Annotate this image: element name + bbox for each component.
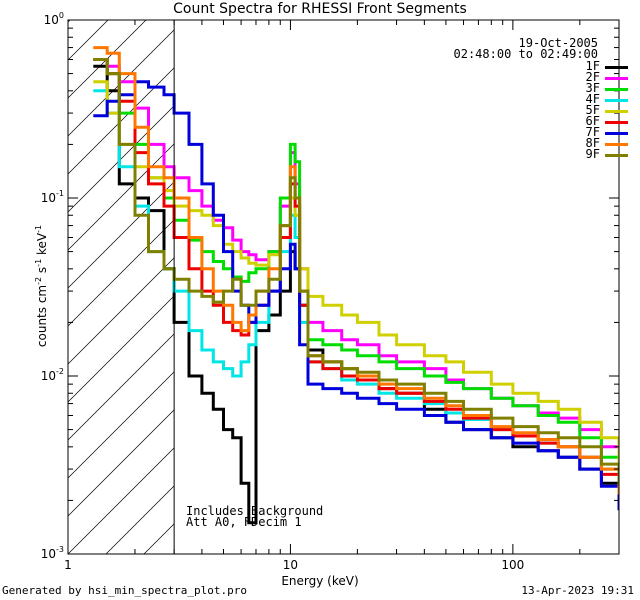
legend-swatch-2F [605, 77, 628, 80]
attenuator-note: Att A0, FDecim 1 [186, 515, 302, 529]
hatch-line [68, 20, 109, 61]
legend-swatch-1F [605, 66, 628, 69]
time-range-label: 02:48:00 to 02:49:00 [453, 47, 599, 61]
legend-label-3F: 3F [585, 81, 600, 95]
date-label: 19-Oct-2005 [518, 36, 598, 50]
y-axis-label: counts cm-2 s-1 keV-1 [34, 224, 49, 348]
hatch-line [68, 181, 175, 289]
y-tick-label: 10-3 [41, 545, 64, 561]
legend-swatch-5F [605, 110, 628, 113]
plot-frame [67, 19, 620, 555]
y-tick-label: 100 [44, 11, 64, 27]
hatch-line [68, 219, 175, 327]
x-tick-label: 100 [501, 558, 524, 572]
y-tick-label: 10-2 [41, 367, 64, 383]
hatch-line [68, 257, 175, 365]
legend-swatch-7F [605, 132, 628, 135]
hatch-line [0, 20, 32, 554]
hatch-line [143, 523, 175, 554]
hatch-line [68, 105, 175, 213]
hatch-line [68, 67, 175, 175]
background-note: Includes Background [186, 504, 324, 518]
series-group [93, 46, 619, 525]
legend-swatch-3F [605, 88, 628, 91]
hatch-line [105, 485, 175, 554]
hatch-line [68, 29, 175, 137]
legend-label-7F: 7F [585, 125, 600, 139]
chart-title: Count Spectra for RHESSI Front Segments [173, 1, 467, 17]
hatch-line [258, 20, 640, 554]
legend-label-8F: 8F [585, 136, 600, 150]
hatched-region [0, 20, 640, 554]
x-tick-label: 1 [64, 558, 72, 572]
series-1F [93, 64, 619, 525]
legend-label-4F: 4F [585, 92, 600, 106]
x-tick-label: 10 [283, 558, 298, 572]
legend-swatch-8F [605, 143, 628, 146]
hatch-line [68, 447, 175, 554]
generator-credit: Generated by hsi_min_spectra_plot.pro [2, 584, 248, 597]
y-tick-label: 10-1 [41, 189, 64, 205]
x-axis-label: Energy (keV) [281, 574, 359, 588]
legend-swatch-4F [605, 99, 628, 102]
series-9F [93, 58, 619, 485]
legend-swatch-9F [605, 154, 628, 157]
legend-label-9F: 9F [585, 147, 600, 161]
hatch-line [68, 409, 175, 517]
legend-label-2F: 2F [585, 70, 600, 84]
legend-label-1F: 1F [585, 59, 600, 73]
legend-swatch-6F [605, 121, 628, 124]
hatch-line [220, 20, 640, 554]
axes: 1 10 100 10-3 10-2 10-1 100 [41, 11, 620, 572]
generated-timestamp: 13-Apr-2023 19:31 [521, 584, 634, 597]
hatch-line [182, 20, 640, 554]
hatch-line [68, 371, 175, 479]
legend-label-5F: 5F [585, 103, 600, 117]
series-2F [93, 58, 619, 471]
hatch-line [68, 333, 175, 441]
legend-label-6F: 6F [585, 114, 600, 128]
